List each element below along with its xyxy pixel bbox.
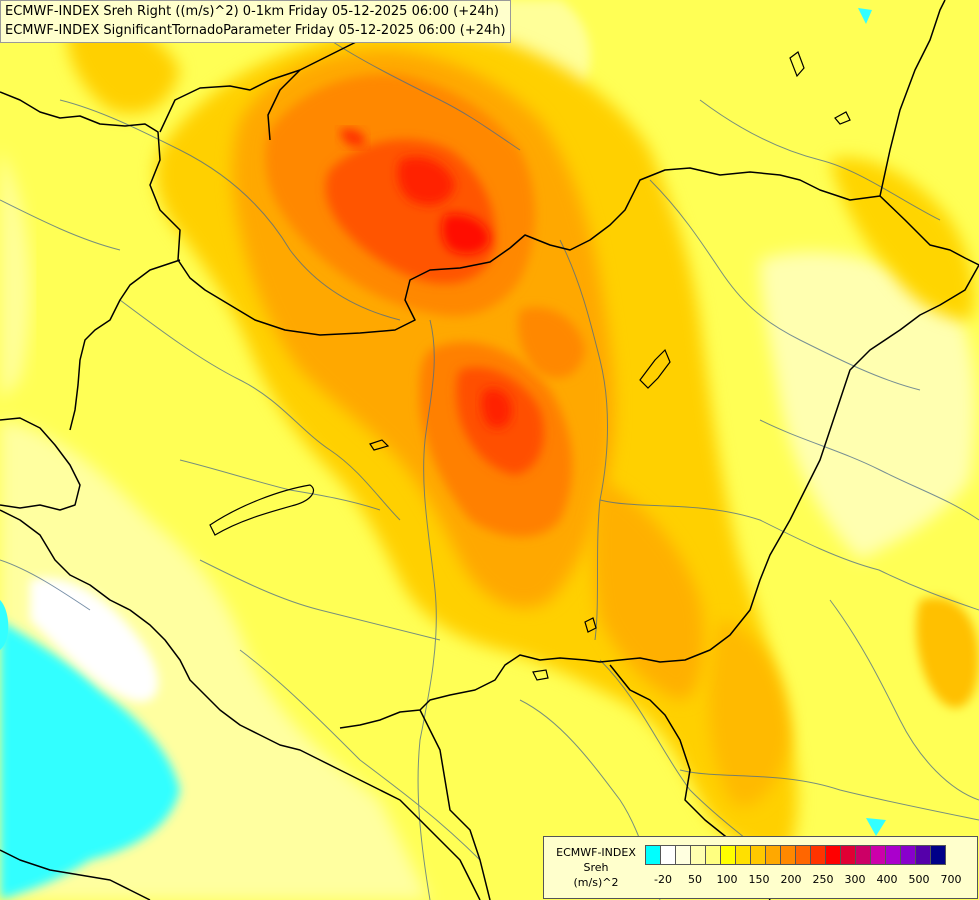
legend-swatch bbox=[720, 845, 736, 865]
legend-swatch bbox=[825, 845, 841, 865]
legend-swatch bbox=[705, 845, 721, 865]
legend-swatch bbox=[645, 845, 661, 865]
legend-ticks: -20 50 100 150 200 250 300 400 500 700 bbox=[646, 873, 966, 889]
legend-swatch bbox=[660, 845, 676, 865]
legend-swatch bbox=[900, 845, 916, 865]
legend-tick-label: 100 bbox=[716, 873, 738, 886]
color-legend: ECMWF-INDEX Sreh (m/s)^2 -20 50 100 150 200 2… bbox=[543, 836, 978, 899]
legend-swatch bbox=[690, 845, 706, 865]
legend-swatch bbox=[915, 845, 931, 865]
legend-swatch bbox=[750, 845, 766, 865]
legend-unit: (m/s)^2 bbox=[573, 876, 619, 889]
field-cyan bbox=[0, 8, 886, 900]
legend-variable: Sreh bbox=[583, 861, 609, 874]
legend-swatch bbox=[810, 845, 826, 865]
map-title-box: ECMWF-INDEX Sreh Right ((m/s)^2) 0-1km F… bbox=[0, 0, 511, 43]
legend-tick-label: 700 bbox=[940, 873, 962, 886]
legend-title: ECMWF-INDEX Sreh (m/s)^2 bbox=[548, 845, 644, 890]
legend-swatch bbox=[930, 845, 946, 865]
title-line-2: ECMWF-INDEX SignificantTornadoParameter … bbox=[5, 23, 506, 38]
legend-product: ECMWF-INDEX bbox=[556, 846, 636, 859]
title-line-1: ECMWF-INDEX Sreh Right ((m/s)^2) 0-1km F… bbox=[5, 4, 499, 19]
legend-swatch bbox=[780, 845, 796, 865]
legend-swatch bbox=[735, 845, 751, 865]
legend-swatch bbox=[870, 845, 886, 865]
legend-tick-label: 150 bbox=[748, 873, 770, 886]
legend-swatch bbox=[765, 845, 781, 865]
legend-tick-label: -20 bbox=[654, 873, 672, 886]
legend-tick-label: 300 bbox=[844, 873, 866, 886]
legend-tick-label: 250 bbox=[812, 873, 834, 886]
legend-tick-label: 500 bbox=[908, 873, 930, 886]
legend-swatch bbox=[675, 845, 691, 865]
lakes bbox=[209, 51, 851, 681]
legend-swatch bbox=[840, 845, 856, 865]
legend-swatches bbox=[645, 845, 946, 865]
legend-swatch bbox=[885, 845, 901, 865]
legend-tick-label: 400 bbox=[876, 873, 898, 886]
field-peak bbox=[325, 128, 544, 475]
legend-tick-label: 200 bbox=[780, 873, 802, 886]
legend-tick-label: 50 bbox=[688, 873, 702, 886]
legend-swatch bbox=[855, 845, 871, 865]
legend-swatch bbox=[795, 845, 811, 865]
